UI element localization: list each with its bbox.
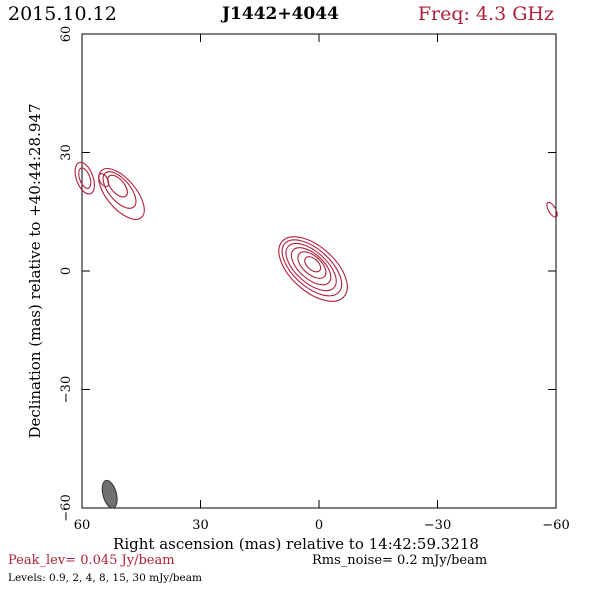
x-tick-label: 30	[192, 518, 209, 533]
contour-knot-4	[546, 201, 558, 218]
contour-levels: Levels: 0.9, 2, 4, 8, 15, 30 mJy/beam	[8, 572, 202, 584]
contour-core	[304, 256, 322, 273]
observation-date: 2015.10.12	[8, 3, 117, 25]
x-tick-label: 60	[74, 518, 91, 533]
frequency-label: Freq: 4.3 GHz	[417, 3, 554, 25]
y-tick-label: −60	[59, 494, 74, 521]
contour-knot-2	[74, 161, 95, 195]
x-axis-label: Right ascension (mas) relative to 14:42:…	[113, 535, 479, 553]
contour-layer	[74, 161, 558, 302]
contour-core	[297, 251, 327, 279]
contour-knot-1	[107, 174, 128, 198]
contour-core	[285, 242, 337, 292]
y-tick-label: 60	[59, 26, 74, 43]
y-tick-label: 30	[59, 144, 74, 161]
axis-tick-labels: 60 30 0 −30 −60 −60 −30 0 30 60	[59, 26, 570, 533]
y-tick-label: 0	[59, 267, 74, 275]
x-tick-label: 0	[315, 518, 323, 533]
source-name: J1442+4044	[222, 4, 339, 24]
contour-core	[278, 236, 348, 302]
contour-knot-3	[98, 173, 110, 188]
x-tick-label: −60	[542, 518, 569, 533]
x-tick-label: −30	[424, 518, 451, 533]
contour-knot-1	[98, 168, 145, 220]
contour-knot-1	[102, 171, 137, 209]
peak-level: Peak_lev= 0.045 Jy/beam	[8, 553, 175, 568]
contour-core	[281, 239, 343, 297]
rms-noise: Rms_noise= 0.2 mJy/beam	[312, 553, 488, 568]
contour-core	[290, 247, 332, 286]
contour-knot-2	[78, 167, 92, 189]
beam-layer	[101, 479, 118, 509]
axis-ticks	[81, 33, 557, 509]
y-tick-label: −30	[59, 376, 74, 403]
beam-ellipse	[101, 479, 118, 509]
y-axis-label: Declination (mas) relative to +40:44:28.…	[26, 103, 44, 438]
